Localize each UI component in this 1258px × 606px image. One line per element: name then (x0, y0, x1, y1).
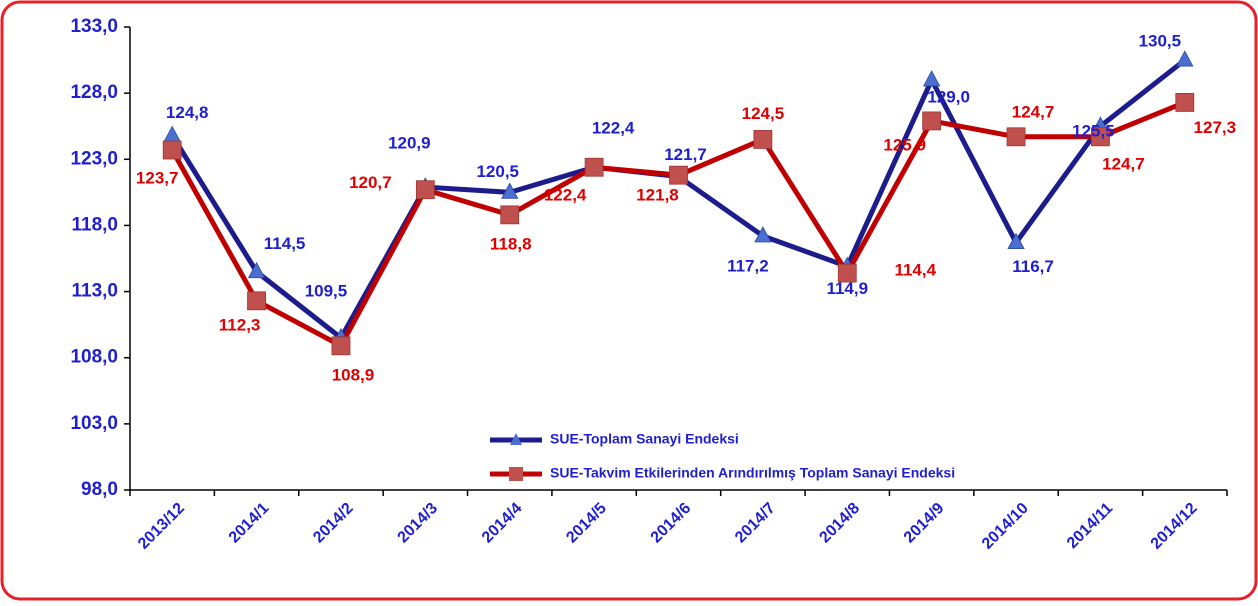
data-label: 120,9 (388, 134, 431, 153)
point (753, 130, 773, 149)
point (837, 263, 857, 283)
data-label: 129,0 (927, 87, 970, 106)
point (669, 165, 688, 185)
y-tick-label: 113,0 (72, 281, 119, 302)
y-tick-label: 128,0 (70, 82, 118, 103)
point (415, 180, 435, 200)
point (1175, 93, 1195, 112)
data-label: 123,7 (136, 169, 179, 188)
point (1091, 127, 1110, 147)
point (162, 140, 182, 160)
data-label: 120,7 (349, 173, 392, 192)
point (501, 182, 519, 199)
data-label: 124,7 (1102, 154, 1145, 173)
data-label: 117,2 (727, 256, 769, 275)
point (247, 291, 266, 311)
data-label: 124,5 (742, 104, 785, 123)
data-label: 114,4 (894, 261, 936, 280)
data-label: 124,7 (1012, 102, 1055, 121)
point (331, 336, 351, 356)
data-label: 122,4 (592, 119, 635, 138)
point (922, 111, 942, 131)
y-tick-label: 123,0 (70, 148, 118, 169)
legend-marker (510, 433, 522, 445)
data-label: 116,7 (1012, 257, 1054, 276)
data-label: 114,9 (826, 279, 868, 298)
legend-label: SUE-Toplam Sanayi Endeksi (550, 431, 739, 447)
data-label: 120,5 (476, 162, 519, 181)
y-tick-label: 118,0 (72, 214, 119, 235)
data-label: 125,9 (883, 135, 926, 154)
data-label: 108,9 (332, 365, 375, 384)
data-label: 114,5 (264, 234, 306, 253)
legend-label: SUE-Takvim Etkilerinden Arındırılmış Top… (550, 465, 955, 481)
data-label: 109,5 (305, 281, 348, 300)
data-label: 130,5 (1139, 32, 1182, 51)
y-tick-label: 133,0 (70, 16, 118, 37)
data-label: 121,7 (664, 145, 707, 164)
point (1007, 232, 1025, 250)
data-label: 124,8 (166, 103, 209, 122)
y-tick-label: 103,0 (70, 413, 118, 434)
point (1176, 50, 1194, 67)
data-label: 125,5 (1072, 122, 1115, 141)
point (584, 157, 604, 177)
point (500, 205, 520, 225)
point (247, 261, 266, 279)
point (754, 226, 772, 243)
data-label: 121,8 (636, 186, 679, 205)
data-label: 112,3 (219, 315, 261, 334)
legend-marker (509, 467, 523, 481)
data-label: 118,8 (490, 234, 532, 253)
point (1006, 127, 1026, 147)
data-label: 127,3 (1194, 118, 1237, 137)
data-label: 122,4 (544, 186, 587, 205)
y-tick-label: 98,0 (81, 479, 118, 500)
point (922, 70, 941, 87)
y-tick-label: 108,0 (70, 347, 118, 368)
